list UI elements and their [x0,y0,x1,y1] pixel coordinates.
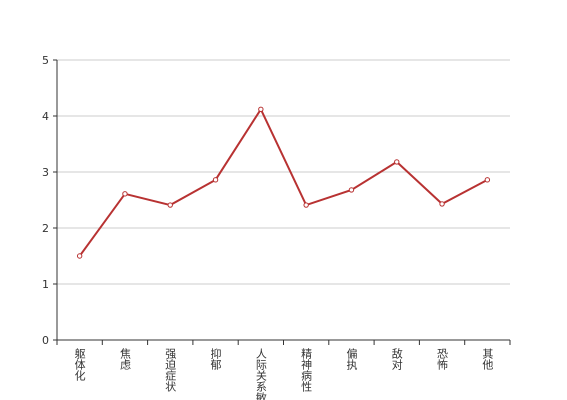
point [394,159,400,165]
point [76,253,83,259]
point [258,106,264,112]
x-tick-label: 人际关系敏感 [254,348,267,400]
point [484,177,491,183]
line [78,107,488,257]
x-tick-label: 偏执 [345,347,358,371]
x-tick-label: 精神病性 [300,348,313,393]
y-tick-label: 1 [42,278,49,291]
y-tick-label: 4 [42,110,49,123]
y-tick-label: 2 [42,222,49,235]
x-tick-label: 焦虑 [118,348,131,370]
x-tick-label: 抑郁 [209,347,222,370]
point [303,202,309,208]
x-tick-label: 躯体化 [73,348,86,382]
x-tick-label: 强迫症状 [164,348,177,392]
point [348,187,355,193]
point [439,201,445,207]
x-tick-label: 恐怖 [436,348,449,370]
y-tick-label: 5 [42,54,49,67]
point [167,202,173,208]
y-tick-label: 3 [42,166,49,179]
point [122,191,128,197]
y-tick-label: 0 [42,334,49,347]
x-tick-label: 其他 [481,348,494,370]
x-tick-label: 敌对 [390,347,403,370]
point [212,177,219,183]
